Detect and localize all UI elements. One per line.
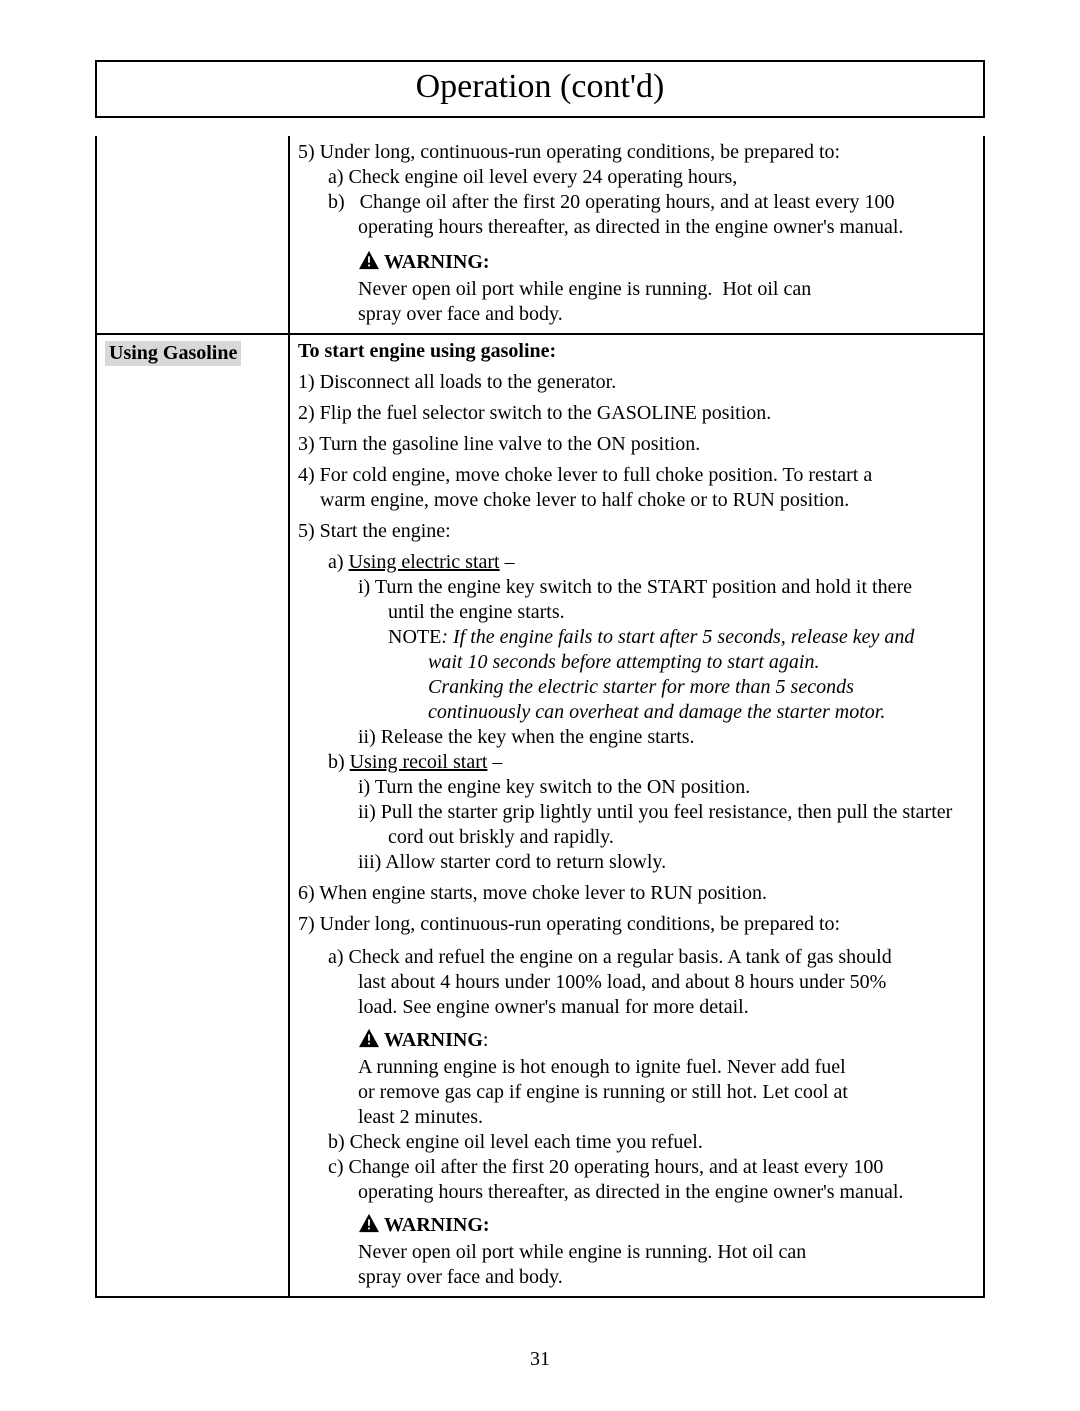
g-step5-intro: 5) Start the engine: bbox=[298, 519, 975, 544]
g-step7a-l1: a) Check and refuel the engine on a regu… bbox=[298, 945, 975, 970]
step5a: a) Check engine oil level every 24 opera… bbox=[298, 165, 975, 190]
g-step5b-bullet: b) bbox=[328, 751, 350, 773]
content-table: 5) Under long, continuous-run operating … bbox=[95, 136, 985, 1298]
g-step6: 6) When engine starts, move choke lever … bbox=[298, 881, 975, 906]
g-step4: 4) For cold engine, move choke lever to … bbox=[298, 463, 975, 513]
g-step5b-ii-l1: ii) Pull the starter grip lightly until … bbox=[298, 800, 975, 825]
g-step5a: a) Using electric start – bbox=[298, 550, 975, 575]
g-step4-l2: warm engine, move choke lever to half ch… bbox=[298, 489, 849, 511]
g-step7-intro: 7) Under long, continuous-run operating … bbox=[298, 912, 975, 937]
page-title: Operation (cont'd) bbox=[95, 60, 985, 118]
g-step3: 3) Turn the gasoline line valve to the O… bbox=[298, 432, 975, 457]
left-cell-gasoline: Using Gasoline bbox=[96, 334, 289, 1297]
right-cell-gasoline: To start engine using gasoline: 1) Disco… bbox=[289, 334, 984, 1297]
note-text-l1: : If the engine fails to start after 5 s… bbox=[441, 626, 914, 648]
warning1-text-l2: spray over face and body. bbox=[298, 302, 975, 327]
warning-label-3: WARNING: bbox=[384, 1214, 490, 1236]
g-step5a-i-l1: i) Turn the engine key switch to the STA… bbox=[298, 575, 975, 600]
g-step4-l1: 4) For cold engine, move choke lever to … bbox=[298, 464, 872, 486]
g-step5a-dash: – bbox=[500, 551, 515, 573]
g-step5a-i-l2: until the engine starts. bbox=[298, 600, 975, 625]
g-step5a-label-text: Using electric start bbox=[349, 551, 500, 573]
g-step1: 1) Disconnect all loads to the generator… bbox=[298, 370, 975, 395]
g-step5b: b) Using recoil start – bbox=[298, 750, 975, 775]
note-l1: NOTE: If the engine fails to start after… bbox=[298, 625, 975, 650]
left-cell-top bbox=[96, 136, 289, 334]
warning1-text-l1: Never open oil port while engine is runn… bbox=[298, 277, 975, 302]
g-step5a-bullet: a) bbox=[328, 551, 349, 573]
g-warn1-l1: A running engine is hot enough to ignite… bbox=[298, 1055, 975, 1080]
warning-icon bbox=[358, 250, 380, 277]
g-step5b-dash: – bbox=[487, 751, 502, 773]
g-step5b-iii: iii) Allow starter cord to return slowly… bbox=[298, 850, 975, 875]
g-warn1-l2: or remove gas cap if engine is running o… bbox=[298, 1080, 975, 1105]
g-step7a-l3: load. See engine owner's manual for more… bbox=[298, 995, 975, 1020]
step5-intro: 5) Under long, continuous-run operating … bbox=[298, 140, 975, 165]
warning-icon bbox=[358, 1213, 380, 1240]
note-l3: Cranking the electric starter for more t… bbox=[298, 675, 975, 700]
step5b-cont: operating hours thereafter, as directed … bbox=[298, 215, 975, 240]
g-step5a-ii: ii) Release the key when the engine star… bbox=[298, 725, 975, 750]
g-step5b-ii-l2: cord out briskly and rapidly. bbox=[298, 825, 975, 850]
step5b: b) Change oil after the first 20 operati… bbox=[298, 190, 975, 215]
warning-label-2: WARNING bbox=[384, 1029, 483, 1051]
warning-label-1: WARNING: bbox=[384, 251, 490, 273]
g-warn2-l1: Never open oil port while engine is runn… bbox=[298, 1240, 975, 1265]
g-step7b: b) Check engine oil level each time you … bbox=[298, 1130, 975, 1155]
g-step7c-l1: c) Change oil after the first 20 operati… bbox=[298, 1155, 975, 1180]
warning-icon bbox=[358, 1028, 380, 1055]
warning-row-1: WARNING: bbox=[298, 250, 975, 277]
right-cell-top: 5) Under long, continuous-run operating … bbox=[289, 136, 984, 334]
page-number: 31 bbox=[95, 1348, 985, 1371]
note-l2: wait 10 seconds before attempting to sta… bbox=[298, 650, 975, 675]
g-warn2-l2: spray over face and body. bbox=[298, 1265, 975, 1290]
g-warn1-l3: least 2 minutes. bbox=[298, 1105, 975, 1130]
gasoline-heading: To start engine using gasoline: bbox=[298, 339, 975, 364]
g-step5b-label-text: Using recoil start bbox=[350, 751, 488, 773]
warning-row-2: WARNING: bbox=[298, 1028, 975, 1055]
note-label: NOTE bbox=[388, 626, 441, 648]
warning-row-3: WARNING: bbox=[298, 1213, 975, 1240]
using-gasoline-label: Using Gasoline bbox=[105, 341, 241, 366]
g-step5b-i: i) Turn the engine key switch to the ON … bbox=[298, 775, 975, 800]
note-l4: continuously can overheat and damage the… bbox=[298, 700, 975, 725]
g-step7a-l2: last about 4 hours under 100% load, and … bbox=[298, 970, 975, 995]
g-step7c-l2: operating hours thereafter, as directed … bbox=[298, 1180, 975, 1205]
g-step2: 2) Flip the fuel selector switch to the … bbox=[298, 401, 975, 426]
